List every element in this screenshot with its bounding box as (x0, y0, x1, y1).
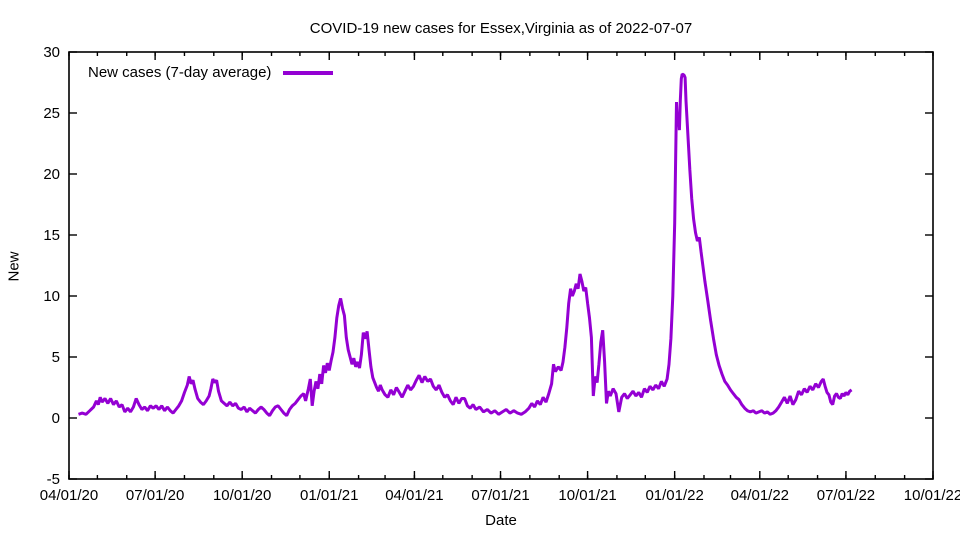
svg-text:07/01/21: 07/01/21 (471, 487, 529, 504)
svg-text:30: 30 (43, 44, 60, 61)
svg-text:20: 20 (43, 166, 60, 183)
svg-text:10/01/22: 10/01/22 (904, 487, 960, 504)
svg-text:0: 0 (52, 410, 60, 427)
series-line (78, 72, 853, 417)
svg-text:10/01/21: 10/01/21 (558, 487, 616, 504)
svg-text:25: 25 (43, 105, 60, 122)
svg-text:07/01/22: 07/01/22 (817, 487, 875, 504)
legend: New cases (7-day average) (88, 64, 334, 81)
svg-text:01/01/21: 01/01/21 (300, 487, 358, 504)
svg-text:04/01/21: 04/01/21 (385, 487, 443, 504)
legend-line-sample (283, 70, 334, 75)
legend-entry-label: New cases (7-day average) (88, 64, 272, 81)
x-axis-label: Date (485, 512, 517, 529)
svg-text:-5: -5 (47, 471, 60, 488)
svg-text:10: 10 (43, 288, 60, 305)
svg-text:01/01/22: 01/01/22 (645, 487, 703, 504)
svg-text:5: 5 (52, 349, 60, 366)
svg-text:15: 15 (43, 227, 60, 244)
svg-text:04/01/20: 04/01/20 (40, 487, 98, 504)
svg-text:04/01/22: 04/01/22 (731, 487, 789, 504)
svg-text:07/01/20: 07/01/20 (126, 487, 184, 504)
chart-title: COVID-19 new cases for Essex,Virginia as… (309, 20, 693, 37)
svg-text:10/01/20: 10/01/20 (213, 487, 271, 504)
